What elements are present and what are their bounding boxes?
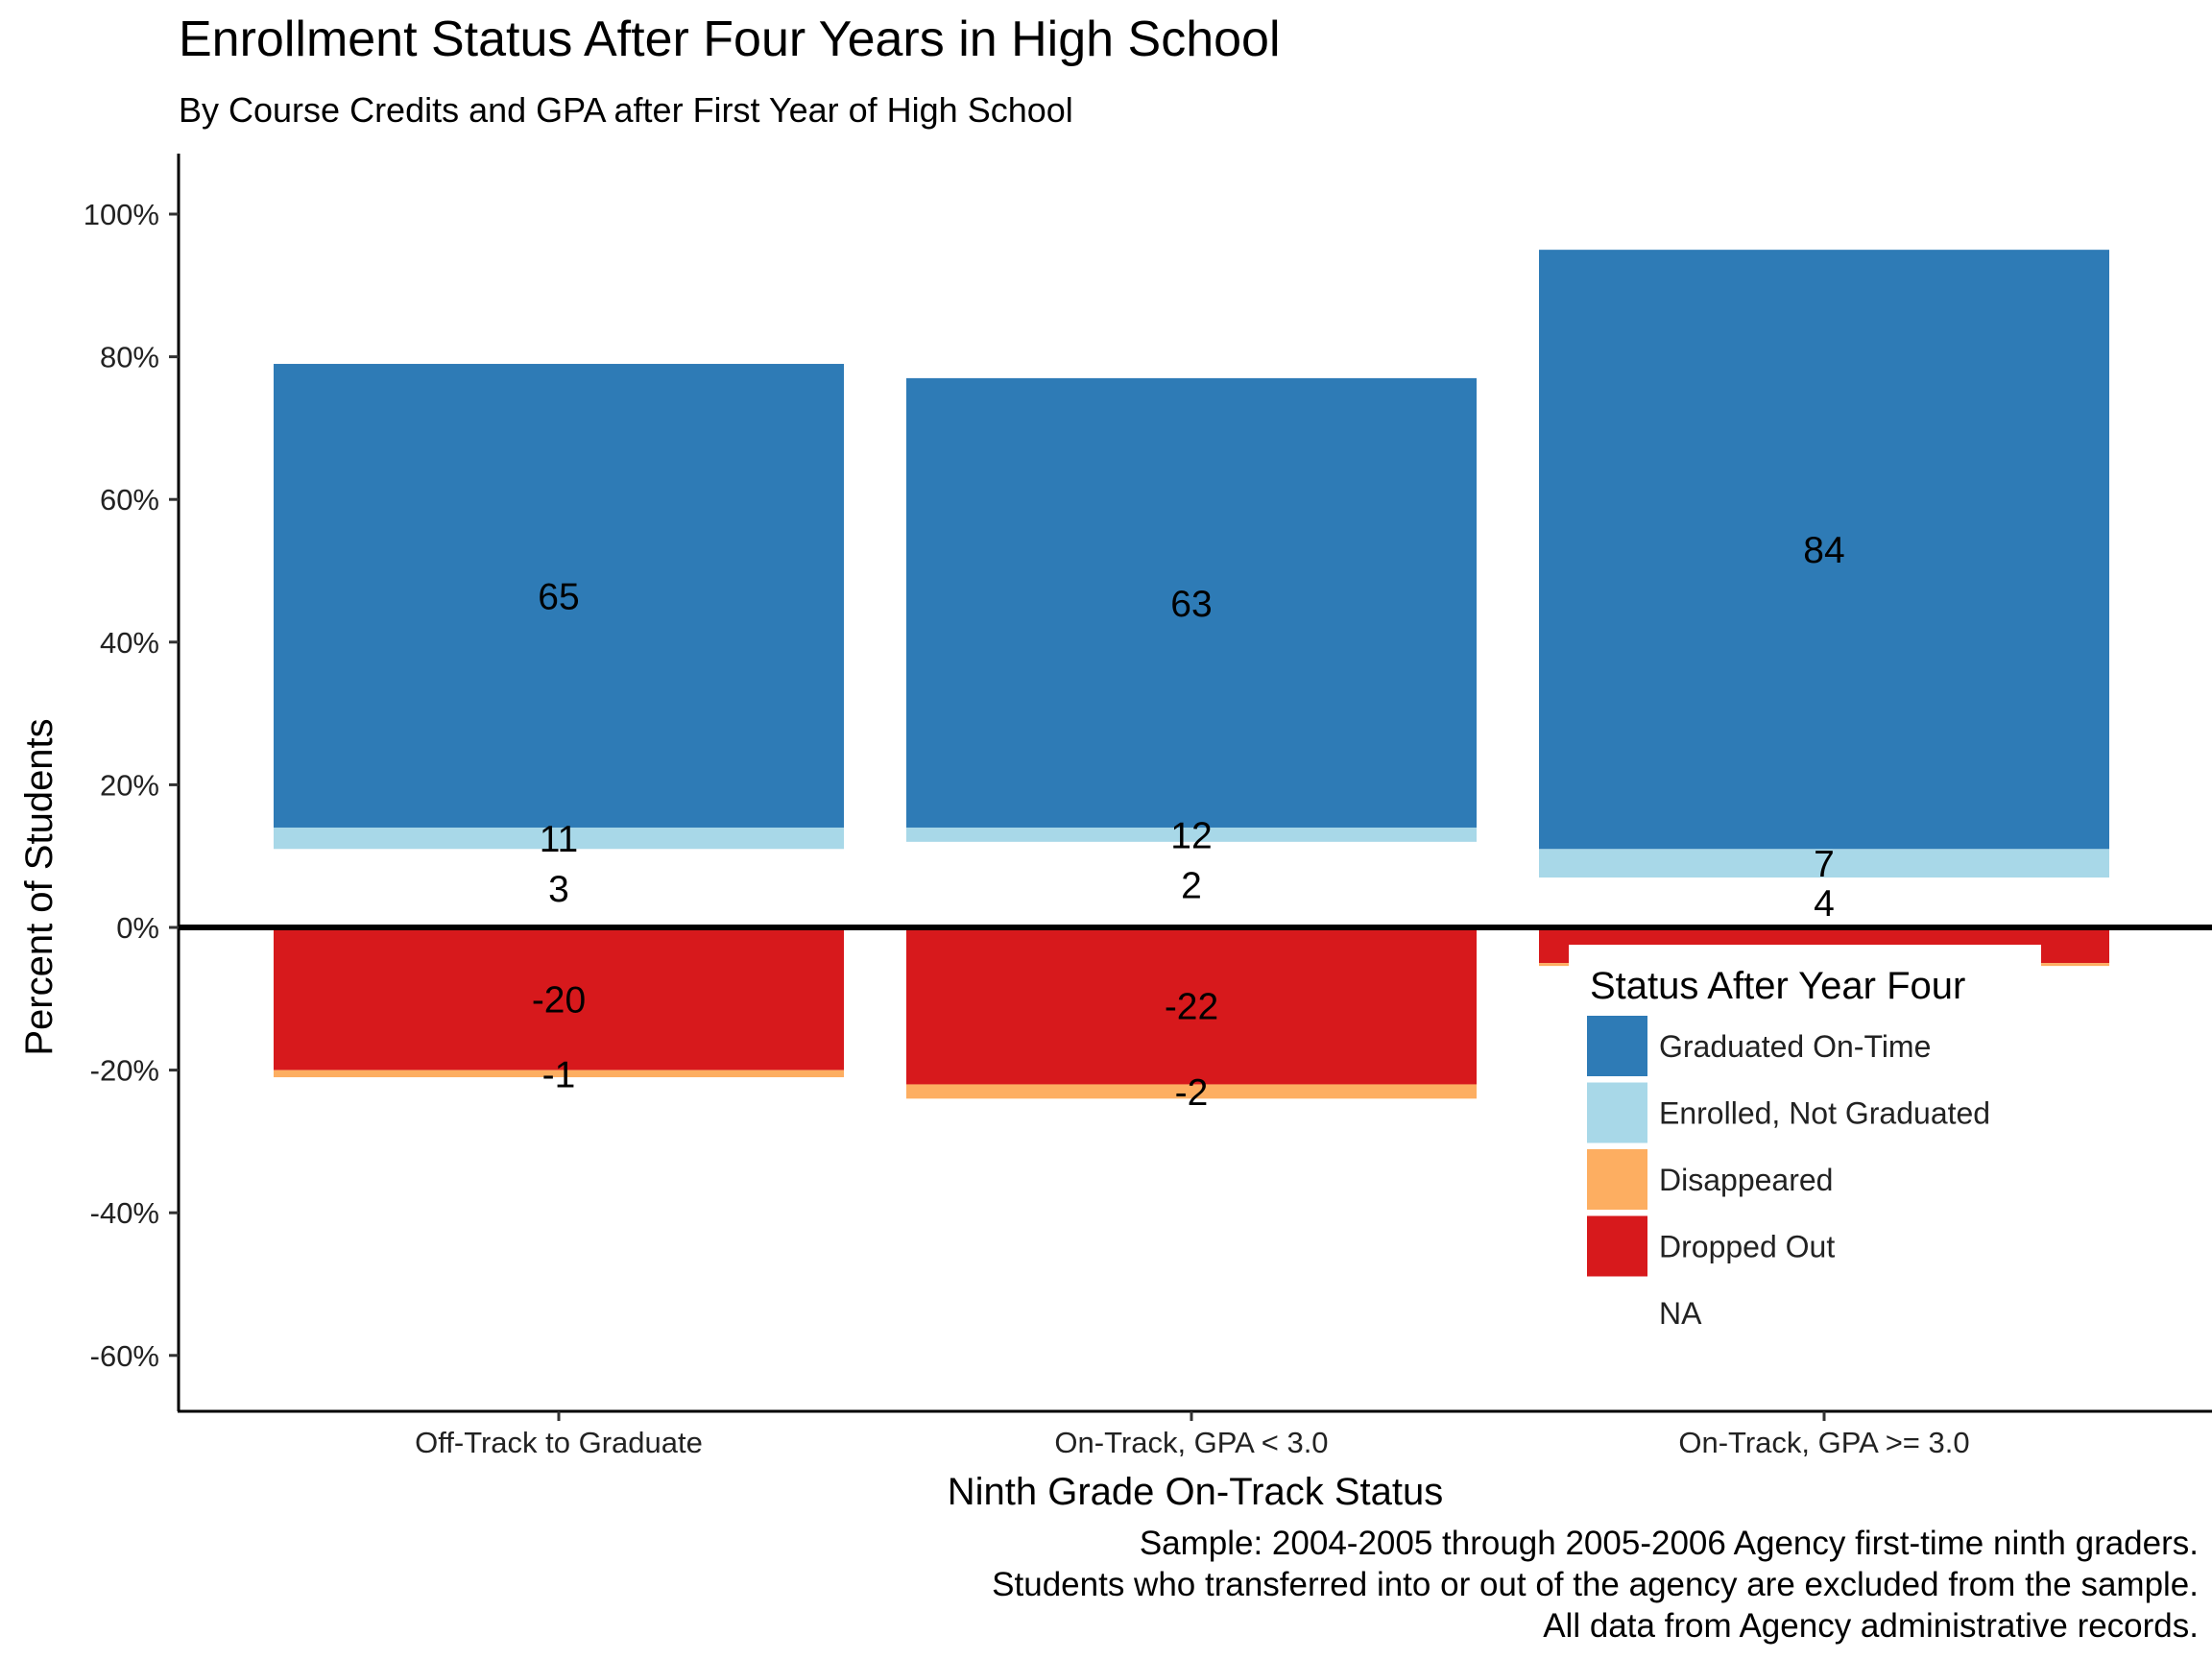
y-axis-title: Percent of Students	[18, 718, 60, 1055]
x-tick-label: On-Track, GPA >= 3.0	[1678, 1426, 1969, 1459]
y-tick-label: 40%	[100, 626, 159, 660]
x-axis-ticks: Off-Track to Graduate On-Track, GPA < 3.0…	[415, 1411, 1970, 1459]
chart-subtitle: By Course Credits and GPA after First Ye…	[179, 90, 1073, 130]
caption-line-3: All data from Agency administrative reco…	[1543, 1607, 2199, 1645]
y-tick-label: 80%	[100, 341, 159, 374]
legend-swatch-graduated-on-time	[1587, 1016, 1647, 1076]
bars-layer	[274, 250, 2109, 1099]
bar-graduated-on-time-3	[1539, 250, 2109, 850]
y-tick-label: 20%	[100, 768, 159, 802]
y-tick-label: 0%	[116, 911, 159, 945]
data-label-na-1: 3	[548, 869, 569, 910]
data-label-dropped-out-2: -22	[1165, 987, 1218, 1028]
data-label-na-3: 4	[1814, 883, 1835, 925]
y-tick-label: -40%	[90, 1196, 159, 1230]
legend-background	[1569, 945, 2041, 1350]
caption-line-2: Students who transferred into or out of …	[992, 1566, 2199, 1603]
caption: Sample: 2004-2005 through 2005-2006 Agen…	[992, 1525, 2199, 1645]
legend-label-dropped-out: Dropped Out	[1659, 1230, 1835, 1264]
x-tick-label: On-Track, GPA < 3.0	[1054, 1426, 1328, 1459]
legend-title: Status After Year Four	[1590, 965, 1965, 1007]
legend-label-disappeared: Disappeared	[1659, 1163, 1833, 1197]
bar-graduated-on-time-1	[274, 364, 844, 828]
bar-disappeared-2	[906, 1084, 1477, 1099]
bar-dropped-out-2	[906, 927, 1477, 1085]
bar-disappeared-1	[274, 1070, 844, 1078]
legend-label-enrolled-not-graduated: Enrolled, Not Graduated	[1659, 1096, 1990, 1131]
y-axis-ticks: -60% -40% -20% 0% 20% 40% 60% 80% 100%	[84, 198, 179, 1373]
legend-label-graduated-on-time: Graduated On-Time	[1659, 1029, 1931, 1064]
caption-line-1: Sample: 2004-2005 through 2005-2006 Agen…	[1140, 1525, 2199, 1562]
data-label-graduated-on-time-1: 65	[538, 577, 579, 618]
legend-swatch-disappeared	[1587, 1149, 1647, 1210]
bar-enrolled-not-graduated-1	[274, 827, 844, 850]
data-label-na-2: 2	[1181, 865, 1202, 906]
data-label-dropped-out-1: -20	[532, 979, 586, 1021]
x-tick-label: Off-Track to Graduate	[415, 1426, 703, 1459]
legend-swatch-enrolled-not-graduated	[1587, 1082, 1647, 1143]
bar-dropped-out-1	[274, 927, 844, 1070]
bar-graduated-on-time-2	[906, 377, 1477, 828]
bar-enrolled-not-graduated-2	[906, 827, 1477, 842]
y-tick-label: 60%	[100, 483, 159, 517]
legend-entries: Graduated On-Time Enrolled, Not Graduated…	[1587, 1016, 1990, 1331]
legend-swatch-dropped-out	[1587, 1215, 1647, 1277]
data-label-graduated-on-time-3: 84	[1803, 530, 1844, 571]
chart-title: Enrollment Status After Four Years in Hi…	[179, 12, 1281, 67]
data-label-disappeared-2: -2	[1175, 1072, 1209, 1114]
data-label-disappeared-1: -1	[542, 1054, 576, 1095]
data-label-graduated-on-time-2: 63	[1170, 584, 1212, 625]
data-label-enrolled-not-graduated-3: 7	[1814, 844, 1835, 885]
legend-label-na: NA	[1659, 1296, 1702, 1331]
legend: Status After Year Four Graduated On-Time…	[1569, 945, 2041, 1350]
data-label-enrolled-not-graduated-1: 11	[540, 819, 579, 860]
x-axis-title: Ninth Grade On-Track Status	[948, 1471, 1443, 1513]
y-tick-label: -20%	[90, 1054, 159, 1088]
bar-enrolled-not-graduated-3	[1539, 849, 2109, 878]
y-tick-label: 100%	[84, 198, 159, 231]
data-label-enrolled-not-graduated-2: 12	[1170, 815, 1212, 856]
y-tick-label: -60%	[90, 1339, 159, 1373]
